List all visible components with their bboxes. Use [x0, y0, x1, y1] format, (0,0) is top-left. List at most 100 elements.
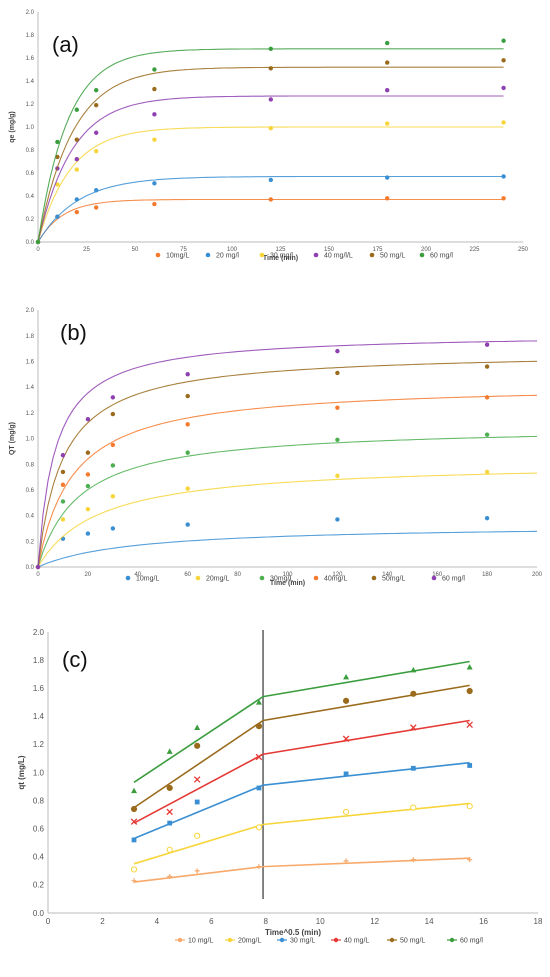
- data-point: [130, 805, 138, 813]
- data-point: [410, 690, 417, 697]
- fit-line: [37, 340, 538, 568]
- x-tick-label: 200: [421, 247, 432, 253]
- x-axis-label: Time (min): [263, 255, 298, 262]
- data-point: [410, 765, 416, 771]
- data-point: [194, 742, 201, 749]
- fit-line: [263, 857, 470, 868]
- fit-line: [262, 761, 470, 786]
- data-point: [185, 393, 190, 399]
- data-point: [342, 697, 350, 704]
- data-point: [152, 201, 157, 207]
- legend-marker: [369, 252, 375, 258]
- x-tick-label: 0: [46, 917, 51, 926]
- y-tick-label: 1.6: [33, 684, 45, 693]
- data-point: [335, 370, 340, 376]
- data-point: [335, 473, 340, 478]
- fit-line: [37, 360, 538, 568]
- x-tick-label: 75: [180, 247, 187, 253]
- legend-marker: [259, 252, 265, 258]
- y-tick-label: 0.8: [33, 796, 45, 805]
- legend-marker: [125, 575, 131, 581]
- legend-item: 30mg/L: [259, 575, 293, 583]
- series-2: [35, 174, 506, 245]
- x-tick-label: 125: [275, 247, 286, 253]
- y-tick-label: 1.0: [26, 125, 35, 131]
- data-point: [166, 808, 173, 816]
- data-point: [467, 857, 473, 863]
- data-point: [85, 450, 91, 455]
- legend-label: 30 mg/L: [290, 938, 315, 945]
- data-point: [343, 771, 349, 777]
- y-tick-label: 0.4: [26, 514, 35, 520]
- data-point: [85, 483, 91, 489]
- legend-item: 50 mg/L: [369, 252, 405, 260]
- legend-item: 40 mg/L: [331, 938, 369, 945]
- data-point: [255, 753, 263, 761]
- data-point: [501, 38, 506, 43]
- legend-label: 20 mg/l: [216, 253, 239, 260]
- legend-marker: [431, 575, 437, 581]
- data-point: [343, 858, 349, 864]
- x-tick-label: 160: [432, 572, 443, 578]
- panel-label: (a): [52, 32, 79, 57]
- data-point: [74, 197, 80, 202]
- y-tick-label: 0.0: [33, 909, 45, 918]
- legend-marker: [389, 937, 395, 943]
- y-tick-label: 0.0: [26, 240, 35, 246]
- data-point: [194, 724, 201, 730]
- x-tick-label: 12: [370, 917, 379, 926]
- data-point: [152, 112, 157, 117]
- data-point: [385, 121, 390, 126]
- legend-marker: [227, 937, 233, 943]
- data-point: [268, 197, 273, 202]
- x-tick-label: 20: [85, 572, 92, 578]
- legend-label: 60 mg/l: [442, 576, 465, 583]
- fit-line: [37, 66, 504, 243]
- fit-line: [37, 95, 504, 243]
- panel-label: (b): [60, 320, 87, 345]
- y-axis-label: QT (mg/g): [9, 422, 16, 455]
- data-point: [484, 515, 490, 521]
- legend-label: 10mg/L: [136, 576, 159, 583]
- y-tick-label: 1.8: [33, 656, 45, 665]
- x-tick-label: 150: [324, 247, 335, 253]
- x-tick-label: 8: [264, 917, 269, 926]
- y-tick-label: 1.4: [26, 385, 35, 391]
- y-tick-label: 1.4: [26, 79, 35, 85]
- fit-line: [133, 719, 264, 809]
- legend-label: 20mg/L: [206, 576, 229, 583]
- y-tick-label: 0.8: [26, 148, 35, 154]
- legend-label: 50 mg/L: [400, 938, 425, 945]
- data-point: [385, 88, 390, 93]
- legend-item: 50 mg/L: [387, 938, 425, 945]
- y-tick-label: 1.6: [26, 56, 35, 62]
- data-point: [466, 687, 473, 695]
- data-point: [55, 139, 60, 145]
- legend-marker: [177, 937, 183, 943]
- fit-line: [133, 865, 264, 883]
- data-point: [193, 776, 201, 783]
- data-point: [256, 864, 262, 870]
- data-point: [152, 67, 157, 72]
- y-tick-label: 0.2: [33, 881, 45, 890]
- series-6: [35, 38, 506, 245]
- series-2: [35, 469, 538, 570]
- data-point: [194, 832, 201, 839]
- series-3: [35, 120, 506, 245]
- data-point: [484, 342, 490, 347]
- x-tick-label: 250: [518, 247, 529, 253]
- data-point: [194, 799, 200, 805]
- data-point: [131, 837, 137, 843]
- series-1: [35, 515, 538, 570]
- data-point: [130, 866, 138, 873]
- data-point: [167, 820, 173, 826]
- data-point: [467, 763, 473, 768]
- data-point: [410, 804, 417, 811]
- legend-item: 40mg/L: [313, 576, 347, 583]
- legend-marker: [259, 575, 265, 581]
- data-point: [35, 239, 41, 245]
- data-point: [110, 526, 116, 531]
- data-point: [466, 664, 473, 670]
- data-point: [167, 873, 173, 879]
